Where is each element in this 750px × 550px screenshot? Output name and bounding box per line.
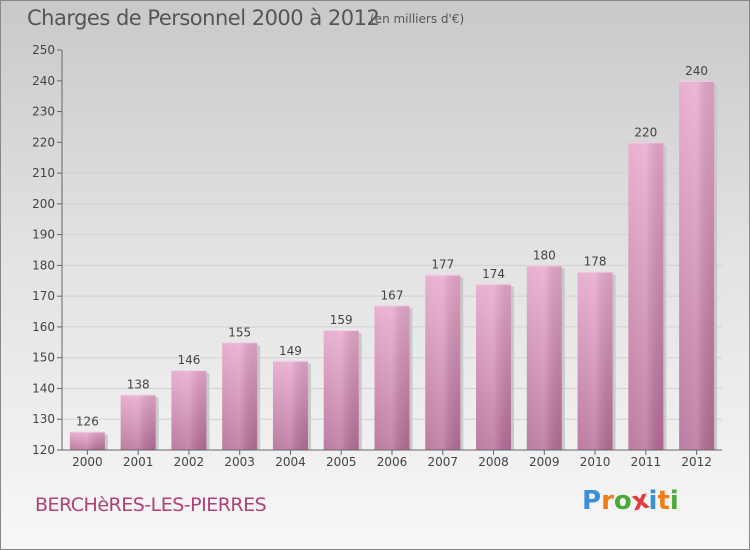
axes-group: 120 130 140 150 160 170 180 190 200 210 220 230 240 2… [32, 43, 722, 469]
data-label: 240 [685, 64, 708, 78]
y-tick-label: 220 [32, 135, 55, 149]
data-label: 177 [431, 258, 454, 272]
bar-gloss [425, 274, 461, 450]
x-tick-label: 2006 [377, 455, 408, 469]
bar-gloss [679, 80, 715, 451]
data-label: 138 [127, 378, 150, 392]
data-labels-group: 126 138 146 155 149 159 167 177 174 180 178 220 240 [76, 64, 708, 429]
x-tick-label: 2007 [427, 455, 458, 469]
logo-letter: i [669, 486, 679, 516]
x-tick-label: 2010 [580, 455, 611, 469]
data-label: 126 [76, 415, 99, 429]
bar-gloss [526, 265, 562, 450]
x-tick-label: 2002 [174, 455, 205, 469]
chart-subtitle: (en milliers d'€) [370, 12, 465, 26]
logo-letter: o [613, 486, 632, 516]
x-tick-label: 2003 [224, 455, 255, 469]
data-label: 174 [482, 267, 505, 281]
data-label: 178 [584, 255, 607, 269]
logo-letter: i [648, 486, 658, 516]
data-label: 220 [634, 125, 657, 139]
bar-gloss [374, 305, 410, 450]
y-tick-label: 120 [32, 443, 55, 457]
x-tick-label: 2001 [123, 455, 154, 469]
bar-gloss [171, 370, 207, 450]
data-label: 149 [279, 344, 302, 358]
bar-gloss [628, 142, 664, 451]
y-tick-label: 170 [32, 289, 55, 303]
bar-gloss [120, 394, 156, 450]
bar-gloss [222, 342, 258, 450]
y-tick-label: 210 [32, 166, 55, 180]
commune-name: BERCHèRES-LES-PIERRES [35, 494, 267, 516]
y-tick-label: 140 [32, 381, 55, 395]
logo-letter: t [657, 486, 670, 516]
bar-gloss [272, 360, 308, 450]
data-label: 146 [177, 353, 200, 367]
bars-group [69, 80, 718, 451]
y-tick-label: 180 [32, 258, 55, 272]
data-label: 155 [228, 325, 251, 339]
y-tick-label: 130 [32, 412, 55, 426]
data-label: 159 [330, 313, 353, 327]
bar-gloss [323, 330, 359, 450]
data-label: 167 [381, 288, 404, 302]
logo-letter: r [601, 486, 614, 516]
chart-title: Charges de Personnel 2000 à 2012 [27, 6, 380, 30]
x-tick-label: 2011 [631, 455, 662, 469]
x-tick-label: 2012 [681, 455, 712, 469]
y-tick-label: 230 [32, 105, 55, 119]
y-tick-label: 200 [32, 197, 55, 211]
logo-letter: P [582, 486, 602, 516]
y-tick-label: 240 [32, 74, 55, 88]
x-tick-label: 2004 [275, 455, 306, 469]
y-tick-label: 160 [32, 320, 55, 334]
x-tick-label: 2008 [478, 455, 509, 469]
x-tick-label: 2009 [529, 455, 560, 469]
bar-gloss [476, 283, 512, 450]
data-label: 180 [533, 248, 556, 262]
y-tick-label: 250 [32, 43, 55, 57]
x-tick-label: 2000 [72, 455, 103, 469]
y-tick-label: 150 [32, 351, 55, 365]
x-tick-label: 2005 [326, 455, 357, 469]
bar-gloss [577, 271, 613, 450]
y-tick-label: 190 [32, 228, 55, 242]
bar-gloss [69, 431, 105, 450]
proxiti-logo[interactable]: Proxiti [582, 485, 679, 518]
